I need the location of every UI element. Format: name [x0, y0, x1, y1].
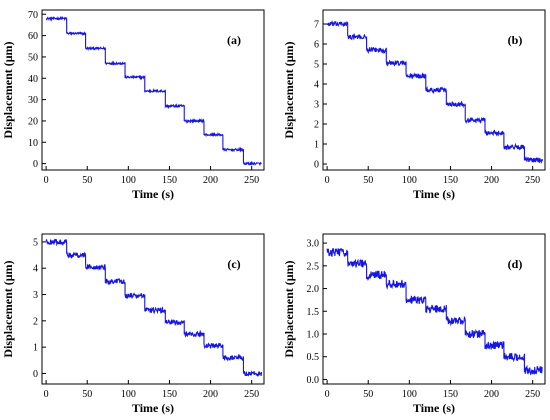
x-tick-label: 0	[325, 389, 330, 400]
y-tick-label: 5	[33, 237, 38, 248]
plot-frame	[41, 233, 265, 385]
plot-frame	[322, 233, 546, 385]
y-axis-label: Displacement (μm)	[282, 41, 296, 138]
y-tick-label: 4	[33, 264, 38, 275]
y-tick-label: 2	[314, 120, 319, 131]
displacement-series	[45, 238, 263, 377]
x-axis-label: Time (s)	[132, 187, 174, 201]
x-tick-label: 0	[44, 389, 49, 400]
x-tick-label: 100	[402, 389, 417, 400]
x-tick-label: 100	[121, 389, 136, 400]
y-tick-label: 3.0	[307, 239, 320, 250]
y-axis-label: Displacement (μm)	[282, 260, 296, 357]
y-tick-label: 3	[33, 290, 38, 301]
y-tick-label: 1	[314, 140, 319, 151]
y-tick-label: 20	[28, 116, 38, 127]
y-tick-label: 40	[28, 74, 38, 85]
x-tick-label: 100	[402, 175, 417, 186]
y-tick-label: 1	[33, 343, 38, 354]
y-tick-label: 60	[28, 31, 38, 42]
y-tick-label: 3	[314, 100, 319, 111]
x-tick-label: 150	[443, 175, 458, 186]
x-axis-label: Time (s)	[413, 187, 455, 201]
x-tick-label: 250	[525, 175, 540, 186]
y-axis-label: Displacement (μm)	[1, 260, 15, 357]
y-tick-label: 1.5	[307, 307, 320, 318]
y-tick-label: 0	[33, 369, 38, 380]
x-tick-label: 150	[443, 389, 458, 400]
y-tick-label: 7	[314, 20, 319, 31]
y-tick-label: 2.0	[307, 284, 320, 295]
panel-label: (a)	[227, 33, 241, 47]
x-axis-label: Time (s)	[132, 401, 174, 415]
x-tick-label: 0	[44, 175, 49, 186]
y-tick-label: 30	[28, 95, 38, 106]
y-axis-label: Displacement (μm)	[1, 41, 15, 138]
plot-frame	[322, 9, 546, 171]
panel-c: 0 50 100 150 200 250 0 1 2 3 4 5 Time (s) Displacemen…	[1, 233, 265, 415]
y-tick-label: 70	[28, 10, 38, 21]
y-tick-label: 1.0	[307, 330, 320, 341]
panel-label: (b)	[508, 33, 523, 47]
x-tick-label: 200	[203, 389, 218, 400]
x-tick-label: 150	[162, 389, 177, 400]
x-tick-label: 200	[203, 175, 218, 186]
panel-label: (d)	[508, 257, 523, 271]
y-tick-label: 0	[314, 160, 319, 171]
panel-d: 0 50 100 150 200 250 0.0 0.5 1.0 1.5 2.0 2.5 3.0 Time…	[282, 233, 546, 415]
x-tick-label: 50	[82, 175, 92, 186]
displacement-series	[326, 248, 543, 376]
x-tick-label: 150	[162, 175, 177, 186]
displacement-series	[46, 15, 262, 167]
x-tick-label: 50	[363, 389, 373, 400]
plot-frame	[41, 9, 265, 171]
x-tick-label: 250	[525, 389, 540, 400]
y-tick-label: 10	[28, 138, 38, 149]
y-tick-label: 0.0	[307, 375, 320, 386]
x-tick-label: 250	[244, 175, 259, 186]
displacement-series	[326, 20, 544, 165]
panel-label: (c)	[227, 257, 240, 271]
panel-a: 0 50 100 150 200 250 0 10 20 30 40 50 60 70 Time (s) Di…	[1, 9, 265, 201]
x-tick-label: 50	[363, 175, 373, 186]
x-tick-label: 0	[325, 175, 330, 186]
y-tick-label: 4	[314, 80, 319, 91]
y-tick-label: 50	[28, 52, 38, 63]
y-tick-label: 5	[314, 60, 319, 71]
x-tick-label: 200	[484, 389, 499, 400]
panel-b: 0 50 100 150 200 250 0 1 2 3 4 5 6 7 Time (s) Displacem…	[282, 9, 546, 201]
x-axis-label: Time (s)	[413, 401, 455, 415]
y-tick-label: 2.5	[307, 261, 320, 272]
x-tick-label: 100	[121, 175, 136, 186]
y-tick-label: 0	[33, 159, 38, 170]
y-tick-label: 0.5	[307, 352, 320, 363]
y-tick-label: 2	[33, 316, 38, 327]
x-tick-label: 50	[82, 389, 92, 400]
y-tick-label: 6	[314, 40, 319, 51]
x-tick-label: 200	[484, 175, 499, 186]
x-tick-label: 250	[244, 389, 259, 400]
